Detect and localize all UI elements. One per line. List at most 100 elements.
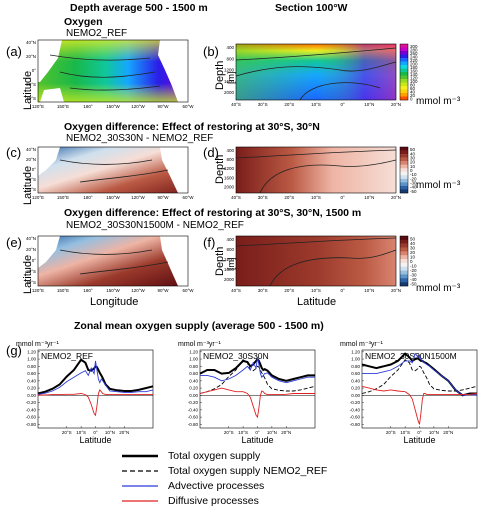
section-depth-tick: 400 [226,237,234,242]
colorbar-swatch [400,82,408,87]
colorbar-tick-label: 20 [410,93,416,98]
series-line [361,359,478,394]
map-lon-tick: 180° [83,104,93,109]
section-lat-tick: 20°N [391,288,401,293]
colorbar-tick-label: 300 [410,44,418,49]
colorbar-tick-label: 80 [410,82,416,87]
section-b [235,43,397,101]
series-line [37,360,154,395]
y-tick-label: 1.20 [189,349,198,354]
colorbar-swatch [400,161,408,165]
section-depth-tick: 800 [226,247,234,252]
colorbar-swatch [400,65,408,69]
chart-title: NEMO2_30S30N1500M [365,351,457,361]
colorbar-swatch [400,96,408,101]
y-tick-label: 0.80 [27,364,36,369]
map-lon-tick: 150°E [57,195,69,200]
y-tick-label: -0.20 [26,400,37,405]
colorbar-swatch [400,86,408,90]
y-tick-label: 1.00 [27,357,36,362]
line-chart-panel-1: mmol m⁻³yr⁻¹ NEMO2_REF 1.20 1.00 0.80 0.60 0.4… [16,341,154,445]
section-depth-tick: 1600 [224,267,235,272]
section-f-xlabel: Latitude [297,296,337,308]
colorbar-tick-label: 200 [410,61,418,66]
section-lat-tick: 30°S [258,195,268,200]
panel-label-b: (b) [203,44,219,59]
line-chart-panel-2: mmol m⁻³yr⁻¹ NEMO2_30S30N 1.20 1.00 0.80 0.60… [178,341,316,445]
x-tick-label: 10°N [267,430,277,435]
legend-label: Advective processes [168,480,265,492]
map-lat-tick: 20°S [26,82,36,87]
colorbar-tick-label: 30 [410,156,416,161]
map-lon-tick: 150°E [57,104,69,109]
map-lon-tick: 150°W [106,195,120,200]
column-header-right: Section 100°W [275,2,348,14]
y-tick-label: 1.00 [351,357,360,362]
section-lat-tick: 10°S [311,195,321,200]
section-depth-tick: 2000 [224,185,235,190]
colorbar-tick-label: 0 [410,96,413,101]
legend-item: Diffusive processes [120,495,327,507]
colorbar-d-unit: mmol m⁻³ [416,180,461,191]
colorbar-tick-label: 40 [410,241,416,246]
panel-label-c: (c) [6,145,22,160]
colorbar-swatch [400,239,408,244]
colorbar-swatch [400,251,408,256]
y-tick-label: 0.00 [351,393,360,398]
row2-title: Oxygen difference: Effect of restoring a… [64,121,320,133]
y-tick-label: -0.40 [26,407,37,412]
map-lat-tick: 40°S [26,96,36,101]
colorbar-swatch [400,72,408,76]
x-tick-label: 0° [417,430,422,435]
colorbar-swatch [400,58,408,62]
legend-swatch [122,485,158,487]
legend-item: Total oxygen supply NEMO2_REF [120,465,327,477]
row1-title: Oxygen [64,16,103,28]
x-tick-label: 20°N [443,430,453,435]
map-lat-tick: 20°N [26,247,36,252]
colorbar-swatch [400,243,408,248]
y-tick-label: 1.20 [27,349,36,354]
map-lat-tick: 20°S [26,177,36,182]
map-lon-tick: 120°W [131,288,145,293]
colorbar-swatch [400,236,408,241]
legend-label: Total oxygen supply NEMO2_REF [168,465,328,477]
y-tick-label: 0.60 [351,371,360,376]
section-d [235,146,397,194]
colorbar-swatch [400,61,408,66]
y-tick-label: 0.60 [27,371,36,376]
legend-label: Diffusive processes [168,495,259,507]
map-lat-tick: 40°N [26,147,36,152]
section-lat-tick: 20°S [284,195,294,200]
colorbar-swatch [400,182,408,187]
map-lon-tick: 180° [83,288,93,293]
colorbar-tick-label: 220 [410,58,418,63]
colorbar-tick-label: -30 [410,181,417,186]
section-f [235,235,397,287]
x-tick-label: 0° [255,430,260,435]
colorbar-tick-label: 20 [410,160,416,165]
section-depth-tick: 1200 [224,166,235,171]
y-tick-label: 0.60 [189,371,198,376]
colorbar-swatch [400,274,408,279]
colorbar-swatch [400,175,408,180]
colorbar-swatch [400,247,408,252]
section-depth-tick: 1600 [224,175,235,180]
colorbar-tick-label: 140 [410,72,418,77]
series-line [362,352,478,396]
y-unit-label: mmol m⁻³yr⁻¹ [178,341,221,348]
section-depth-tick: 800 [226,157,234,162]
y-unit-label: mmol m⁻³yr⁻¹ [16,341,59,348]
x-tick-label: 10°N [429,430,439,435]
line-charts-canvas: mmol m⁻³yr⁻¹ NEMO2_REF 1.20 1.00 0.80 0.60 0.4… [16,341,478,445]
colorbar-tick-label: 10 [410,164,416,169]
y-tick-label: 0.00 [27,393,36,398]
y-tick-label: -0.20 [188,400,199,405]
colorbar-tick-label: -20 [410,268,417,273]
upper-panels-canvas: 3002802602402202001801601401201008060402… [26,39,418,293]
section-lat-tick: 0° [341,102,346,107]
map-lat-tick: 40°S [26,187,36,192]
y-tick-label: 0.00 [189,393,198,398]
